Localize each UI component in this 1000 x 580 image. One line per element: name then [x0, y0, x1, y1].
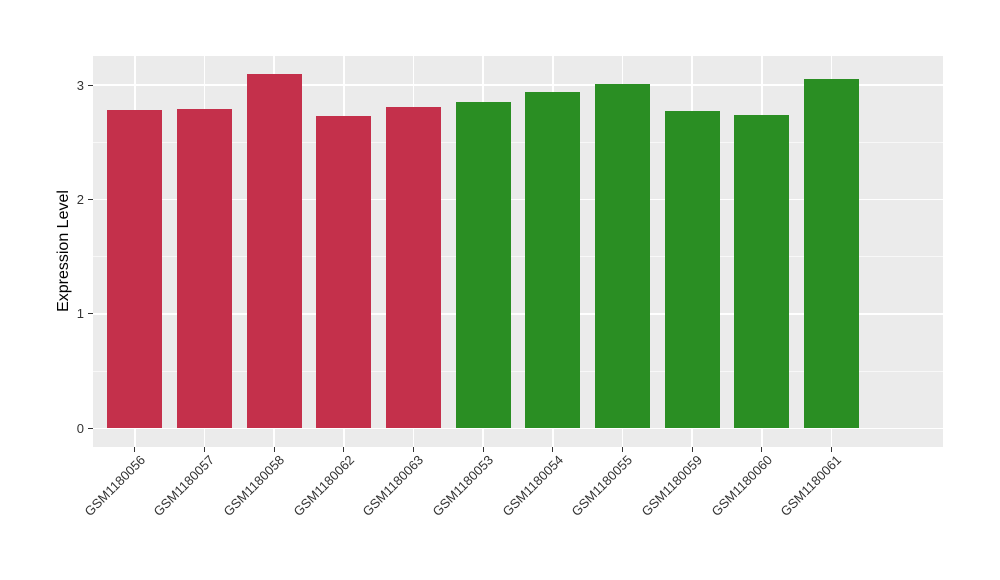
x-tick-mark: [343, 447, 345, 452]
x-tick-mark: [482, 447, 484, 452]
x-tick-label: GSM1180053: [429, 452, 497, 519]
y-tick-label: 1: [76, 306, 84, 322]
x-tick-mark: [134, 447, 136, 452]
x-tick-mark: [831, 447, 833, 452]
bar: [455, 102, 511, 429]
bar: [107, 110, 163, 429]
gridline-major: [93, 313, 943, 315]
x-tick-label: GSM1180060: [708, 452, 775, 519]
bar: [246, 73, 302, 429]
gridline-major: [93, 198, 943, 201]
x-tick-mark: [691, 447, 693, 452]
bar: [595, 83, 650, 429]
y-tick-label: 2: [76, 191, 84, 207]
gridline-major: [93, 84, 943, 86]
y-tick-label: 0: [76, 420, 84, 436]
bar: [316, 115, 372, 429]
x-tick-label: GSM1180054: [499, 452, 566, 519]
x-tick-label: GSM1180058: [220, 452, 288, 519]
bar: [804, 79, 860, 429]
x-tick-mark: [273, 447, 275, 452]
y-tick-mark: [88, 427, 93, 429]
x-tick-mark: [412, 447, 414, 452]
plot-panel: [93, 56, 943, 447]
y-tick-mark: [88, 198, 93, 200]
y-tick-mark: [88, 84, 93, 86]
x-tick-mark: [761, 447, 763, 452]
x-tick-label: GSM1180062: [290, 452, 357, 519]
x-tick-label: GSM1180059: [638, 452, 706, 519]
gridline-minor: [93, 256, 943, 258]
gridline-major: [93, 427, 943, 430]
x-tick-label: GSM1180063: [359, 452, 427, 519]
bar: [664, 111, 720, 429]
x-tick-label: GSM1180061: [777, 452, 845, 519]
bar: [734, 114, 790, 429]
bar: [385, 106, 441, 429]
x-tick-mark: [552, 447, 554, 452]
bar: [525, 91, 581, 429]
x-tick-label: GSM1180056: [81, 452, 148, 519]
gridline-minor: [93, 141, 943, 143]
gridline-minor: [93, 370, 943, 372]
x-tick-label: GSM1180057: [150, 452, 218, 519]
x-tick-mark: [203, 447, 205, 452]
bar: [176, 109, 232, 429]
y-tick-label: 3: [76, 77, 84, 93]
y-axis-title: Expression Level: [55, 190, 72, 312]
x-tick-label: GSM1180055: [568, 452, 636, 519]
y-tick-mark: [88, 313, 93, 315]
x-tick-mark: [622, 447, 623, 452]
